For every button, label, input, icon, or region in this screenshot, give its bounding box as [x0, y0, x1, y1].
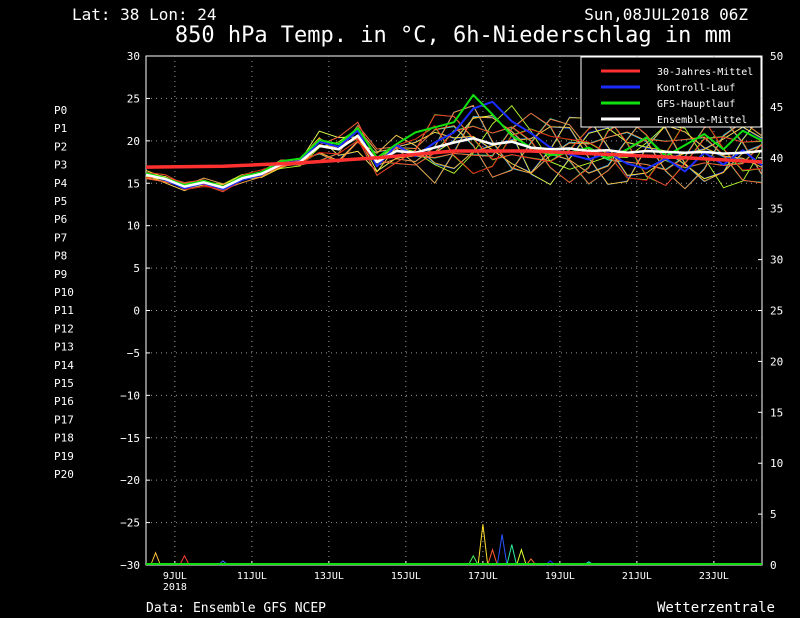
member-label: P0	[54, 104, 67, 117]
x-tick-label: 13JUL	[314, 571, 344, 582]
precip-spike	[150, 551, 161, 566]
x-tick-label: 23JUL	[699, 571, 729, 582]
legend-label: Kontroll-Lauf	[657, 83, 735, 94]
y-tick-label: 15	[127, 177, 140, 190]
precip-spike	[496, 534, 508, 566]
legend-box: 30-Jahres-Mittel Kontroll-Lauf GFS-Hauptla…	[580, 56, 762, 128]
member-label: P14	[54, 359, 74, 372]
legend-label: Ensemble-Mittel	[657, 115, 747, 126]
y-tick-label: 10	[127, 220, 140, 233]
member-list: P0 P1 P2 P3 P4 P5 P6 P7 P8 P9 P10 P11 P12 P13 P14 P15 P1…	[54, 104, 74, 481]
member-label: P19	[54, 450, 74, 463]
x-tick-year: 2018	[163, 582, 187, 593]
gfs-main-run-line	[145, 94, 763, 188]
main-series	[145, 94, 763, 191]
member-label: P11	[54, 304, 74, 317]
member-label: P13	[54, 341, 74, 354]
x-tick-label: 17JUL	[468, 571, 498, 582]
y2-tick-label: 40	[770, 152, 783, 165]
control-run-line	[145, 100, 763, 191]
member-label: P15	[54, 377, 74, 390]
member-label: P4	[54, 177, 68, 190]
member-label: P2	[54, 140, 67, 153]
precip-spike	[477, 524, 489, 566]
y-tick-label: 5	[133, 262, 140, 275]
member-label: P5	[54, 195, 67, 208]
member-label: P18	[54, 432, 74, 445]
data-source-label: Data: Ensemble GFS NCEP	[146, 601, 326, 616]
member-label: P17	[54, 413, 74, 426]
precipitation-bars	[146, 524, 762, 566]
y-tick-label: 30	[127, 50, 140, 63]
y2-tick-label: 50	[770, 50, 783, 63]
y-tick-label: −5	[127, 347, 140, 360]
y-tick-label: 0	[133, 305, 140, 318]
member-label: P7	[54, 231, 67, 244]
y2-tick-label: 5	[770, 508, 777, 521]
y2-tick-label: 30	[770, 254, 783, 267]
y2-tick-label: 20	[770, 355, 783, 368]
precip-spike	[506, 544, 518, 566]
precip-spike	[179, 554, 190, 566]
member-label: P1	[54, 122, 67, 135]
location-label: Lat: 38 Lon: 24	[72, 5, 217, 24]
datetime-label: Sun,08JUL2018 06Z	[584, 5, 748, 24]
y-tick-label: 20	[127, 135, 140, 148]
y-tick-label: −15	[120, 432, 140, 445]
y2-tick-label: 15	[770, 406, 783, 419]
member-label: P6	[54, 213, 67, 226]
ensemble-mean-line	[145, 134, 763, 189]
member-label: P16	[54, 395, 74, 408]
member-label: P8	[54, 250, 67, 263]
y-tick-label: 25	[127, 92, 140, 105]
y-tick-label: −10	[120, 389, 140, 402]
y-tick-label: −25	[120, 517, 140, 530]
left-axis: 30 25 20 15 10 5 0 −5 −10 −15 −20 −25 −30	[120, 50, 150, 572]
climate-mean-line	[145, 149, 763, 169]
precip-spike	[487, 548, 498, 566]
member-label: P12	[54, 322, 74, 335]
member-line	[145, 104, 763, 190]
y2-tick-label: 0	[770, 559, 777, 572]
member-label: P3	[54, 159, 67, 172]
y-tick-label: −20	[120, 474, 140, 487]
chart-title: 850 hPa Temp. in °C, 6h-Niederschlag in …	[175, 23, 731, 48]
precip-spike	[467, 554, 479, 566]
y2-tick-label: 35	[770, 203, 783, 216]
y2-tick-label: 10	[770, 457, 783, 470]
x-tick-label: 11JUL	[237, 571, 267, 582]
y2-tick-label: 45	[770, 101, 783, 114]
y2-tick-label: 25	[770, 305, 783, 318]
x-tick-label: 19JUL	[545, 571, 575, 582]
precip-spike	[525, 558, 537, 566]
legend-label: GFS-Hauptlauf	[657, 99, 735, 110]
member-label: P9	[54, 268, 67, 281]
x-tick-label: 21JUL	[622, 571, 652, 582]
x-tick-label: 9JUL	[163, 571, 187, 582]
x-tick-label: 15JUL	[391, 571, 421, 582]
y-tick-label: −30	[120, 559, 140, 572]
member-label: P20	[54, 468, 74, 481]
brand-label: Wetterzentrale	[657, 600, 775, 616]
member-label: P10	[54, 286, 74, 299]
precip-spike	[516, 548, 527, 566]
legend-label: 30-Jahres-Mittel	[657, 67, 753, 78]
